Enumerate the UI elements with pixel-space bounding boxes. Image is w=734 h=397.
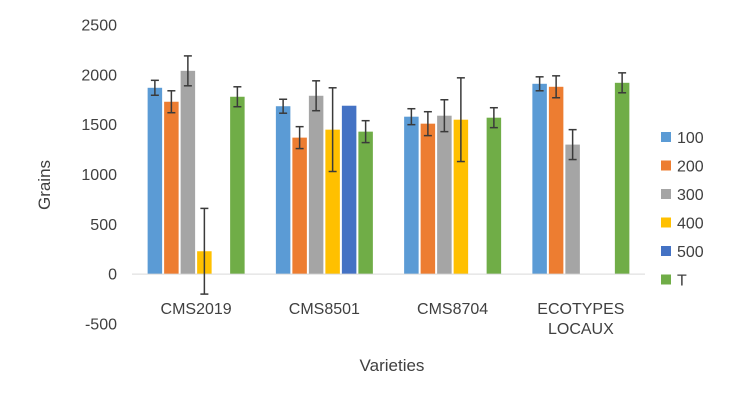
error-bar — [328, 87, 337, 173]
legend-label: T — [677, 273, 687, 290]
error-bar — [295, 125, 304, 150]
x-tick-label: CMS8704 — [417, 301, 488, 318]
x-tick-label: CMS2019 — [161, 301, 232, 318]
error-bar — [183, 55, 192, 87]
x-axis-title: Varieties — [360, 356, 425, 375]
error-bar — [456, 77, 465, 163]
legend-item: 300 — [661, 187, 704, 204]
y-tick-label: -500 — [85, 317, 117, 334]
bar-200 — [164, 101, 179, 275]
error-bar — [312, 80, 321, 112]
bar-500 — [341, 105, 357, 275]
error-bar — [489, 106, 498, 129]
error-bar — [233, 86, 242, 108]
x-tick-label: CMS8501 — [289, 301, 360, 318]
bar-100 — [147, 87, 163, 275]
legend-swatch — [661, 132, 671, 142]
y-tick-label: 1500 — [81, 117, 117, 134]
legend-label: 200 — [677, 159, 704, 176]
legend-item: 400 — [661, 216, 704, 233]
error-bar — [535, 76, 544, 92]
bar-t — [358, 131, 373, 275]
legend-swatch — [661, 160, 671, 171]
legend-item: T — [661, 273, 687, 290]
error-bar — [150, 79, 159, 97]
y-tick-label: 1000 — [81, 167, 117, 184]
bar-t — [230, 96, 245, 275]
bar-300 — [308, 95, 324, 275]
y-axis-title: Grains — [35, 160, 54, 210]
bar-100 — [404, 116, 419, 275]
error-bar — [279, 98, 288, 114]
bar-200 — [292, 137, 307, 275]
legend-swatch — [661, 246, 671, 256]
x-tick-label: LOCAUX — [548, 321, 614, 338]
bar-100 — [275, 106, 291, 275]
error-bar — [440, 99, 449, 133]
error-bars — [150, 55, 627, 295]
bar-400 — [325, 129, 340, 275]
y-tick-labels: 2500 2000 1500 1000 500 0 -500 — [81, 18, 117, 334]
legend-swatch — [661, 217, 671, 228]
bars — [147, 70, 630, 275]
x-tick-labels: CMS2019 CMS8501 CMS8704 ECOTYPES LOCAUX — [161, 301, 625, 338]
error-bar — [361, 119, 370, 144]
bar-300 — [565, 144, 580, 275]
legend-label: 400 — [677, 216, 704, 233]
y-tick-label: 0 — [108, 267, 117, 284]
legend-label: 300 — [677, 187, 704, 204]
y-tick-label: 500 — [90, 217, 117, 234]
error-bar — [407, 107, 416, 126]
bar-200 — [548, 86, 564, 275]
legend-item: 100 — [661, 130, 704, 147]
legend-item: 500 — [661, 244, 704, 261]
error-bar — [423, 110, 432, 137]
error-bar — [200, 207, 209, 295]
legend-swatch — [661, 189, 671, 199]
error-bar — [167, 90, 176, 114]
legend-swatch — [661, 274, 671, 285]
bar-100 — [532, 83, 547, 275]
bar-t — [486, 117, 502, 275]
bar-300 — [180, 70, 196, 275]
error-bar — [618, 72, 627, 94]
bar-t — [614, 82, 630, 275]
y-tick-label: 2000 — [81, 67, 117, 84]
bar-300 — [437, 115, 452, 275]
y-tick-label: 2500 — [81, 18, 117, 35]
bar-200 — [420, 123, 436, 275]
bar-400 — [453, 119, 469, 275]
legend-label: 500 — [677, 244, 704, 261]
legend-label: 100 — [677, 130, 704, 147]
legend: 100 200 300 400 500 T — [661, 130, 704, 290]
error-bar — [552, 75, 561, 99]
x-tick-label: ECOTYPES — [537, 301, 624, 318]
legend-item: 200 — [661, 159, 704, 176]
error-bar — [568, 128, 577, 161]
